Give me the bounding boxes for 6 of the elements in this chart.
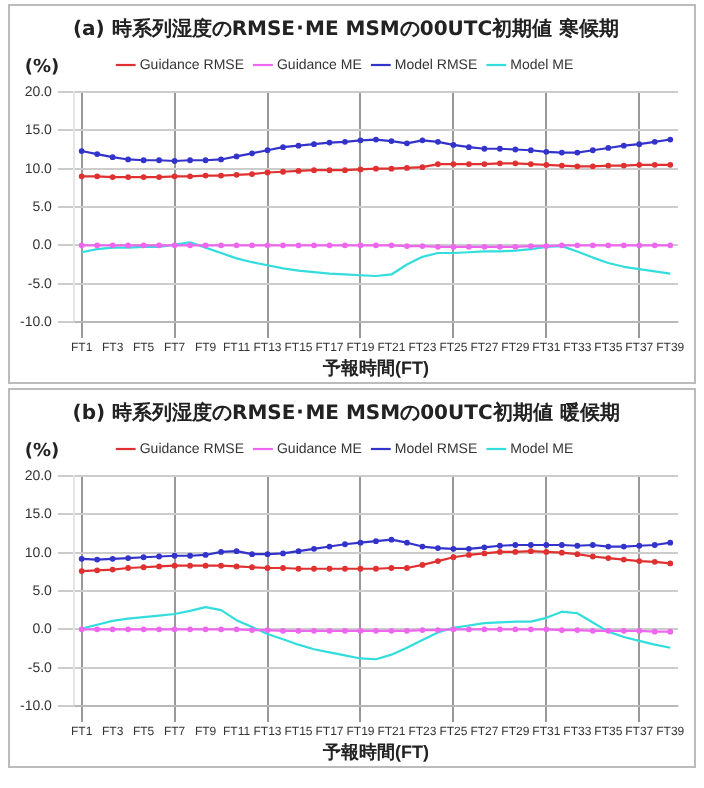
chart-title: (a) 時系列湿度のRMSE･ME MSMの00UTC初期値 寒候期: [72, 17, 620, 42]
y-axis-title: (%): [24, 57, 60, 78]
y-axis-title: (%): [24, 441, 60, 462]
chart-title: (b) 時系列湿度のRMSE･ME MSMの00UTC初期値 暖候期: [72, 401, 620, 426]
x-axis-title: 予報時間(FT): [320, 358, 429, 379]
x-axis-title: 予報時間(FT): [320, 742, 429, 763]
